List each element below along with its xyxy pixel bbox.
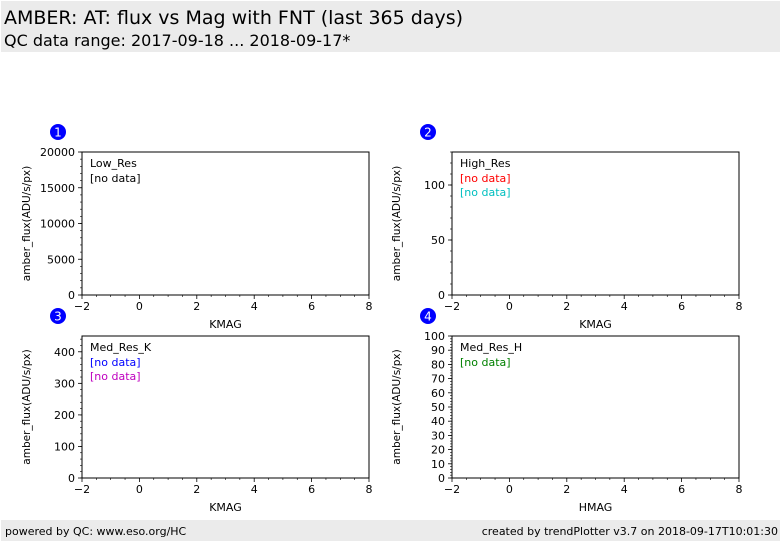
no-data-note: [no data]	[90, 370, 141, 383]
page-subtitle: QC data range: 2017-09-18 ... 2018-09-17…	[4, 31, 351, 50]
x-tick-label: 0	[136, 483, 143, 496]
x-tick-label: −2	[444, 300, 460, 313]
page-title: AMBER: AT: flux vs Mag with FNT (last 36…	[4, 7, 464, 29]
x-tick-label: 2	[563, 483, 570, 496]
panel-number-text: 4	[424, 310, 432, 324]
x-tick-label: 0	[506, 483, 513, 496]
x-tick-label: 2	[563, 300, 570, 313]
y-tick-label: 70	[431, 373, 445, 386]
y-tick-label: 90	[431, 344, 445, 357]
panel-number-badge	[420, 308, 436, 324]
x-axis-label: KMAG	[209, 501, 242, 514]
y-tick-label: 0	[438, 289, 445, 302]
x-tick-label: 4	[251, 483, 258, 496]
panel-number-text: 1	[54, 126, 62, 140]
x-tick-label: 8	[366, 483, 373, 496]
y-axis-label: amber_flux(ADU/s/px)	[21, 166, 33, 281]
y-tick-label: 30	[431, 429, 445, 442]
y-tick-label: 100	[54, 440, 75, 453]
chart-panel-4: −2 0 2 4 6 80102030405060708090100HMAGamber_f…	[391, 308, 743, 514]
panel-title: Low_Res	[90, 157, 137, 170]
no-data-note: [no data]	[460, 172, 511, 185]
y-tick-label: 0	[68, 289, 75, 302]
x-tick-label: 6	[678, 300, 685, 313]
footer-credit: powered by QC: www.eso.org/HC	[5, 525, 187, 538]
no-data-note: [no data]	[90, 172, 141, 185]
panel-number-text: 2	[424, 126, 432, 140]
y-axis-label: amber_flux(ADU/s/px)	[391, 349, 403, 464]
y-tick-label: 40	[431, 415, 445, 428]
y-tick-label: 60	[431, 387, 445, 400]
plot-frame	[81, 335, 370, 479]
y-axis-label: amber_flux(ADU/s/px)	[21, 349, 33, 464]
x-tick-label: 6	[308, 300, 315, 313]
panel-title: Med_Res_H	[460, 341, 522, 354]
panel-title: High_Res	[460, 157, 511, 170]
x-axis-label: KMAG	[579, 318, 612, 331]
x-tick-label: 0	[506, 300, 513, 313]
no-data-note: [no data]	[460, 356, 511, 369]
no-data-note: [no data]	[460, 186, 511, 199]
panel-number-badge	[50, 308, 66, 324]
x-tick-label: 4	[621, 483, 628, 496]
y-tick-label: 20	[431, 444, 445, 457]
header-bar: AMBER: AT: flux vs Mag with FNT (last 36…	[1, 1, 780, 52]
y-tick-label: 0	[438, 472, 445, 485]
y-tick-label: 0	[68, 472, 75, 485]
chart-panel-3: −2 0 2 4 6 80100200300400KMAGamber_flux(ADU/s…	[21, 308, 373, 514]
y-tick-label: 5000	[47, 253, 75, 266]
panel-title: Med_Res_K	[90, 341, 152, 354]
chart-panel-1: −2 0 2 4 6 805000100001500020000KMAGamber_flu…	[21, 124, 373, 331]
x-tick-label: 8	[366, 300, 373, 313]
x-axis-label: KMAG	[209, 318, 242, 331]
x-tick-label: 6	[678, 483, 685, 496]
plot-frame	[451, 151, 740, 296]
y-tick-label: 10	[431, 458, 445, 471]
y-tick-label: 15000	[40, 182, 75, 195]
x-tick-label: 8	[736, 300, 743, 313]
y-tick-label: 200	[54, 409, 75, 422]
y-axis-label: amber_flux(ADU/s/px)	[391, 166, 403, 281]
x-tick-label: 2	[193, 300, 200, 313]
x-tick-label: 8	[736, 483, 743, 496]
panel-number-badge	[420, 124, 436, 140]
y-tick-label: 80	[431, 358, 445, 371]
y-tick-label: 400	[54, 346, 75, 359]
x-axis-label: HMAG	[579, 501, 613, 514]
no-data-note: [no data]	[90, 356, 141, 369]
x-tick-label: 0	[136, 300, 143, 313]
x-tick-label: −2	[74, 483, 90, 496]
y-tick-label: 100	[424, 179, 445, 192]
x-tick-label: −2	[444, 483, 460, 496]
footer-created: created by trendPlotter v3.7 on 2018-09-…	[481, 525, 778, 538]
x-tick-label: 2	[193, 483, 200, 496]
x-tick-label: 4	[251, 300, 258, 313]
panel-number-text: 3	[54, 310, 62, 324]
panel-number-badge	[50, 124, 66, 140]
y-tick-label: 10000	[40, 218, 75, 231]
y-tick-label: 20000	[40, 146, 75, 159]
footer-bar: powered by QC: www.eso.org/HC created by…	[1, 520, 780, 541]
plot-frame	[81, 151, 370, 296]
y-tick-label: 100	[424, 330, 445, 343]
x-tick-label: −2	[74, 300, 90, 313]
y-tick-label: 300	[54, 377, 75, 390]
y-tick-label: 50	[431, 401, 445, 414]
y-tick-label: 50	[431, 234, 445, 247]
x-tick-label: 4	[621, 300, 628, 313]
chart-panel-2: −2 0 2 4 6 8050100KMAGamber_flux(ADU/s/px)2Hi…	[391, 124, 743, 331]
x-tick-label: 6	[308, 483, 315, 496]
